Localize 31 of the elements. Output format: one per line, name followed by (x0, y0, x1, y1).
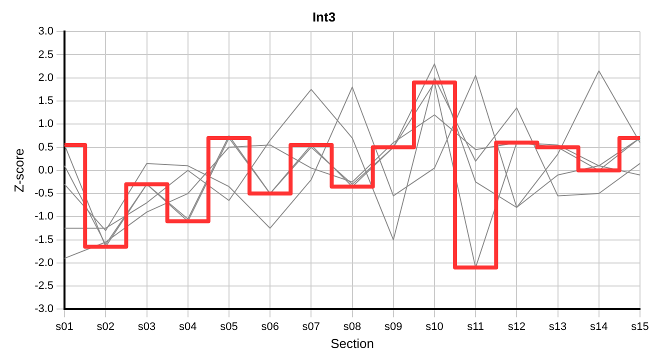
x-tick-label: s15 (631, 320, 649, 333)
x-tick-label: s04 (178, 320, 197, 333)
y-tick-label: -3.0 (34, 303, 54, 316)
y-tick-label: 1.5 (38, 95, 54, 108)
x-tick-label: s14 (590, 320, 608, 333)
x-tick-label: s01 (56, 320, 74, 333)
y-tick-label: 2.0 (38, 72, 54, 84)
x-tick-label: s02 (96, 320, 115, 333)
y-tick-label: -2.5 (34, 280, 54, 292)
x-tick-label: s10 (426, 320, 444, 333)
y-tick-label: -1.0 (34, 210, 54, 223)
x-tick-label: s05 (220, 320, 238, 333)
chart-title: Int3 (312, 9, 336, 24)
x-tick-label: s03 (138, 320, 156, 333)
y-tick-label: -1.5 (34, 234, 54, 246)
x-tick-label: s07 (302, 320, 320, 333)
y-tick-label: -2.0 (34, 256, 54, 269)
y-tick-label: 2.5 (38, 48, 54, 61)
x-tick-label: s08 (343, 320, 362, 333)
x-tick-label: s12 (508, 320, 526, 333)
x-tick-label: s06 (261, 320, 279, 333)
y-tick-label: 3.0 (38, 26, 54, 38)
y-tick-label: 0.5 (38, 141, 54, 154)
y-axis-title: Z-score (11, 148, 26, 192)
y-tick-label: -0.5 (34, 188, 54, 200)
x-tick-label: s09 (384, 320, 402, 333)
x-tick-label: s11 (467, 320, 484, 333)
y-tick-label: 1.0 (38, 118, 54, 130)
x-axis-title: Section (330, 336, 374, 351)
y-tick-label: 0.0 (38, 164, 54, 176)
x-tick-label: s13 (548, 320, 567, 333)
